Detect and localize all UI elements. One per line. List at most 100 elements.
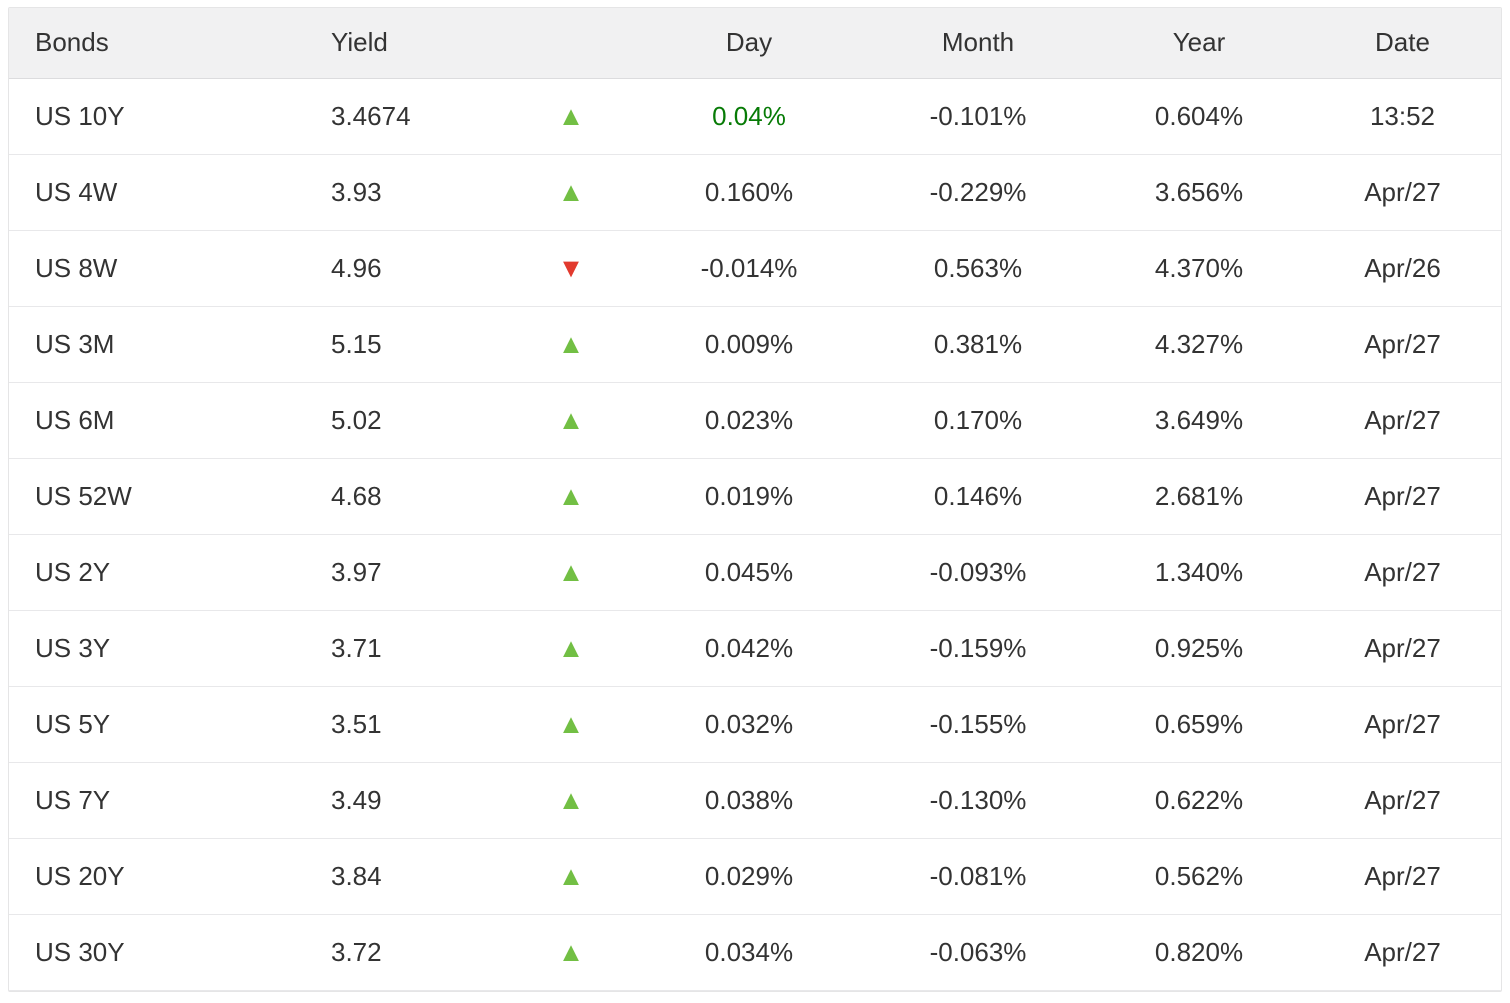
date-value: Apr/27: [1364, 328, 1441, 359]
bond-row[interactable]: US 30Y 3.72 ▲ 0.034% -0.063% 0.820% Apr/27: [9, 914, 1501, 990]
date-value: Apr/27: [1364, 404, 1441, 435]
month-change: 0.146%: [933, 480, 1023, 511]
bond-row[interactable]: US 6M 5.02 ▲ 0.023% 0.170% 3.649% Apr/27: [9, 382, 1501, 458]
bond-name[interactable]: US 6M: [35, 404, 115, 435]
bond-row[interactable]: US 52W 4.68 ▲ 0.019% 0.146% 2.681% Apr/27: [9, 458, 1501, 534]
direction-cell: ▲: [506, 78, 636, 154]
day-change: 0.029%: [704, 860, 794, 891]
day-change: 0.034%: [704, 936, 794, 967]
up-arrow-icon: ▲: [557, 936, 585, 967]
day-change: 0.009%: [704, 328, 794, 359]
up-arrow-icon: ▲: [557, 632, 585, 663]
table-body: US 10Y 3.4674 ▲ 0.04% -0.101% 0.604% 13:52 US 4…: [9, 78, 1501, 990]
month-change: -0.229%: [929, 176, 1027, 207]
bond-row[interactable]: US 3M 5.15 ▲ 0.009% 0.381% 4.327% Apr/27: [9, 306, 1501, 382]
bond-row[interactable]: US 5Y 3.51 ▲ 0.032% -0.155% 0.659% Apr/27: [9, 686, 1501, 762]
up-arrow-icon: ▲: [557, 404, 585, 435]
bonds-table-container: Bonds Yield Day Month Year Date US 10Y 3.4674 ▲…: [8, 7, 1502, 992]
bond-row[interactable]: US 7Y 3.49 ▲ 0.038% -0.130% 0.622% Apr/27: [9, 762, 1501, 838]
up-arrow-icon: ▲: [557, 480, 585, 511]
up-arrow-icon: ▲: [557, 176, 585, 207]
bond-name[interactable]: US 5Y: [35, 708, 111, 739]
day-change: 0.032%: [704, 708, 794, 739]
yield-value: 5.15: [331, 328, 382, 359]
yield-value: 3.49: [331, 784, 382, 815]
month-change: -0.081%: [929, 860, 1027, 891]
bond-name[interactable]: US 2Y: [35, 556, 111, 587]
bond-name[interactable]: US 3M: [35, 328, 115, 359]
year-change: 0.659%: [1154, 708, 1244, 739]
yield-value: 4.68: [331, 480, 382, 511]
bond-row[interactable]: US 4W 3.93 ▲ 0.160% -0.229% 3.656% Apr/27: [9, 154, 1501, 230]
up-arrow-icon: ▲: [557, 784, 585, 815]
yield-value: 3.71: [331, 632, 382, 663]
bond-row[interactable]: US 3Y 3.71 ▲ 0.042% -0.159% 0.925% Apr/27: [9, 610, 1501, 686]
direction-cell: ▼: [506, 230, 636, 306]
direction-cell: ▲: [506, 306, 636, 382]
direction-cell: ▲: [506, 610, 636, 686]
year-change: 0.925%: [1154, 632, 1244, 663]
bond-row[interactable]: US 2Y 3.97 ▲ 0.045% -0.093% 1.340% Apr/27: [9, 534, 1501, 610]
column-header-yield[interactable]: Yield: [331, 8, 506, 79]
year-change: 3.649%: [1154, 404, 1244, 435]
bond-name[interactable]: US 10Y: [35, 100, 125, 131]
date-value: Apr/27: [1364, 784, 1441, 815]
column-header-year[interactable]: Year: [1094, 8, 1304, 79]
column-header-bonds[interactable]: Bonds: [9, 8, 331, 79]
header-row: Bonds Yield Day Month Year Date: [9, 8, 1501, 79]
yield-value: 3.93: [331, 176, 382, 207]
month-change: -0.159%: [929, 632, 1027, 663]
down-arrow-icon: ▼: [557, 252, 585, 283]
yield-value: 5.02: [331, 404, 382, 435]
bond-name[interactable]: US 4W: [35, 176, 118, 207]
direction-cell: ▲: [506, 154, 636, 230]
date-value: Apr/27: [1364, 556, 1441, 587]
yield-value: 3.72: [331, 936, 382, 967]
yield-value: 3.51: [331, 708, 382, 739]
column-header-date[interactable]: Date: [1304, 8, 1501, 79]
date-value: Apr/27: [1364, 480, 1441, 511]
month-change: 0.381%: [933, 328, 1023, 359]
up-arrow-icon: ▲: [557, 556, 585, 587]
date-value: Apr/27: [1364, 860, 1441, 891]
direction-cell: ▲: [506, 534, 636, 610]
month-change: -0.063%: [929, 936, 1027, 967]
column-header-day[interactable]: Day: [636, 8, 862, 79]
yield-value: 3.97: [331, 556, 382, 587]
table-header: Bonds Yield Day Month Year Date: [9, 8, 1501, 79]
bond-name[interactable]: US 52W: [35, 480, 132, 511]
month-change: 0.563%: [933, 252, 1023, 283]
day-change: 0.023%: [704, 404, 794, 435]
year-change: 0.622%: [1154, 784, 1244, 815]
day-change: 0.160%: [704, 176, 794, 207]
direction-cell: ▲: [506, 914, 636, 990]
bond-row[interactable]: US 8W 4.96 ▼ -0.014% 0.563% 4.370% Apr/26: [9, 230, 1501, 306]
year-change: 2.681%: [1154, 480, 1244, 511]
column-header-month[interactable]: Month: [862, 8, 1094, 79]
bond-row[interactable]: US 20Y 3.84 ▲ 0.029% -0.081% 0.562% Apr/27: [9, 838, 1501, 914]
year-change: 0.820%: [1154, 936, 1244, 967]
direction-cell: ▲: [506, 686, 636, 762]
month-change: 0.170%: [933, 404, 1023, 435]
month-change: -0.130%: [929, 784, 1027, 815]
date-value: Apr/26: [1364, 252, 1441, 283]
date-value: Apr/27: [1364, 708, 1441, 739]
bond-row[interactable]: US 10Y 3.4674 ▲ 0.04% -0.101% 0.604% 13:52: [9, 78, 1501, 154]
direction-cell: ▲: [506, 458, 636, 534]
bond-name[interactable]: US 20Y: [35, 860, 125, 891]
bond-name[interactable]: US 3Y: [35, 632, 111, 663]
date-value: 13:52: [1369, 100, 1436, 131]
column-header-arrow: [506, 8, 636, 79]
day-change: 0.042%: [704, 632, 794, 663]
up-arrow-icon: ▲: [557, 100, 585, 131]
year-change: 4.327%: [1154, 328, 1244, 359]
date-value: Apr/27: [1364, 632, 1441, 663]
year-change: 0.604%: [1154, 100, 1244, 131]
up-arrow-icon: ▲: [557, 860, 585, 891]
bond-name[interactable]: US 8W: [35, 252, 118, 283]
day-change: -0.014%: [700, 252, 798, 283]
bond-name[interactable]: US 30Y: [35, 936, 125, 967]
bond-name[interactable]: US 7Y: [35, 784, 111, 815]
month-change: -0.101%: [929, 100, 1027, 131]
direction-cell: ▲: [506, 762, 636, 838]
